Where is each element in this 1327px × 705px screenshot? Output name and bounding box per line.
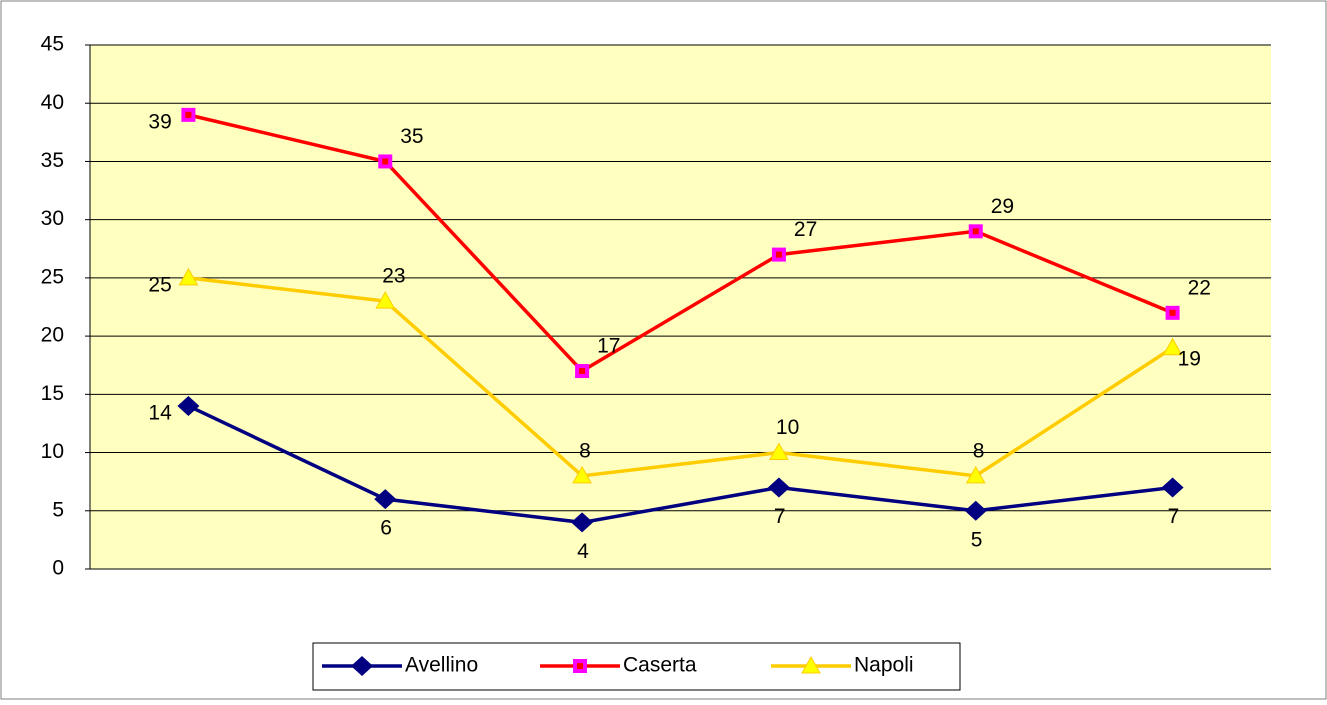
data-label: 19 — [1178, 347, 1201, 370]
y-tick-label: 20 — [41, 324, 64, 347]
data-label: 23 — [382, 265, 405, 288]
data-label: 5 — [971, 528, 983, 551]
data-label: 25 — [148, 273, 171, 296]
data-label: 10 — [776, 416, 799, 439]
marker-center — [185, 111, 192, 118]
marker — [965, 465, 986, 484]
plot-area — [90, 45, 1271, 569]
y-tick-label: 10 — [41, 440, 64, 463]
marker — [1161, 477, 1184, 498]
y-tick-label: 40 — [41, 91, 64, 114]
y-tick-label: 30 — [41, 207, 64, 230]
marker — [374, 489, 397, 510]
data-label: 7 — [1168, 505, 1180, 528]
y-tick-label: 45 — [41, 33, 64, 56]
legend — [312, 642, 961, 691]
data-label: 4 — [577, 540, 589, 563]
marker-center — [1169, 309, 1176, 316]
legend-label: Caserta — [623, 654, 697, 677]
data-label: 8 — [579, 439, 591, 462]
marker — [178, 267, 199, 286]
data-label: 22 — [1188, 276, 1211, 299]
data-label: 6 — [380, 517, 392, 540]
marker-center — [579, 368, 586, 375]
series-line — [188, 276, 1174, 478]
data-label: 17 — [597, 335, 620, 358]
marker — [801, 655, 821, 674]
data-label: 14 — [148, 402, 172, 425]
marker — [571, 512, 594, 533]
y-tick-label: 0 — [52, 557, 64, 580]
series-line — [187, 404, 1173, 525]
data-label: 29 — [991, 195, 1014, 218]
data-label: 39 — [148, 110, 171, 133]
legend-label: Napoli — [854, 654, 914, 677]
data-label: 8 — [973, 439, 985, 462]
legend-label: Avellino — [405, 654, 478, 677]
y-tick-label: 5 — [52, 498, 64, 521]
marker — [769, 442, 789, 461]
marker — [964, 500, 987, 521]
marker — [177, 395, 200, 416]
y-tick-label: 25 — [41, 265, 64, 288]
data-label: 35 — [400, 125, 423, 148]
y-tick-label: 35 — [41, 149, 64, 172]
marker-center — [577, 663, 583, 669]
marker — [1162, 337, 1183, 356]
marker — [767, 477, 790, 498]
marker — [572, 465, 592, 484]
series-line — [188, 113, 1174, 374]
marker-center — [775, 251, 782, 258]
y-tick-label: 15 — [41, 382, 64, 405]
marker-center — [382, 158, 389, 165]
marker — [375, 291, 396, 309]
marker — [351, 656, 373, 676]
data-label: 7 — [774, 505, 786, 528]
data-label: 27 — [794, 218, 817, 241]
marker-center — [972, 228, 979, 235]
